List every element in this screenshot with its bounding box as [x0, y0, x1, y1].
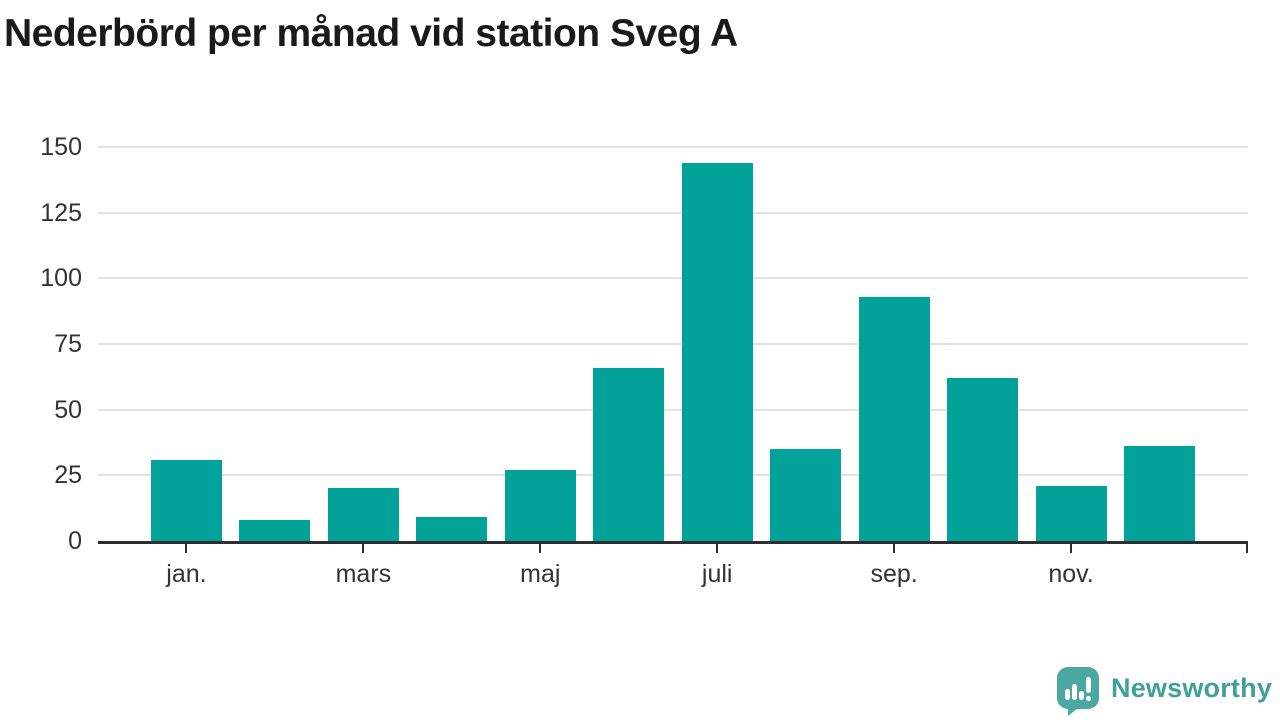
x-axis-label-sep.: sep.: [870, 560, 918, 588]
gridline-25: [98, 474, 1248, 477]
bar-jan.: [150, 459, 222, 541]
x-axis-line: [98, 541, 1248, 544]
newsworthy-logo-icon: [1057, 667, 1099, 716]
gridline-150: [98, 146, 1248, 148]
gridline-125: [98, 211, 1248, 214]
bar-dec.: [1124, 446, 1196, 541]
x-axis-label-jan.: jan.: [166, 560, 207, 588]
bar-nov.: [1035, 485, 1107, 541]
bar-feb.: [239, 519, 311, 541]
y-axis-label-100: 100: [40, 264, 82, 293]
bar-okt.: [947, 378, 1019, 541]
y-axis-label-150: 150: [40, 133, 82, 161]
x-axis-end-tick: [1246, 544, 1248, 553]
x-tick-mars: [362, 544, 365, 553]
x-axis-label-mars: mars: [335, 560, 392, 588]
bar-juni: [593, 367, 665, 541]
x-tick-maj: [539, 544, 542, 553]
x-tick-jan.: [185, 544, 188, 553]
y-axis-label-75: 75: [54, 330, 82, 358]
x-axis-label-maj: maj: [520, 560, 561, 588]
y-axis-label-0: 0: [68, 527, 82, 555]
gridline-50: [98, 408, 1248, 411]
bar-mars: [327, 488, 399, 541]
y-axis-label-125: 125: [40, 198, 82, 227]
newsworthy-logo: Newsworthy: [1056, 666, 1272, 716]
newsworthy-logo-text: Newsworthy: [1111, 673, 1273, 703]
y-axis-label-50: 50: [54, 395, 82, 424]
x-tick-nov.: [1070, 544, 1073, 553]
y-axis-label-25: 25: [54, 461, 82, 490]
bar-juli: [681, 162, 753, 541]
bar-maj: [504, 470, 576, 541]
chart-title: Nederbörd per månad vid station Sveg A: [4, 12, 738, 55]
gridline-75: [98, 343, 1248, 345]
x-tick-juli: [716, 544, 719, 553]
bar-apr.: [416, 517, 488, 541]
bar-aug.: [770, 449, 842, 541]
gridline-100: [98, 277, 1248, 280]
x-tick-sep.: [893, 544, 896, 553]
x-axis-label-juli: juli: [701, 560, 733, 588]
x-axis-label-nov.: nov.: [1048, 560, 1094, 588]
bar-sep.: [858, 296, 930, 541]
